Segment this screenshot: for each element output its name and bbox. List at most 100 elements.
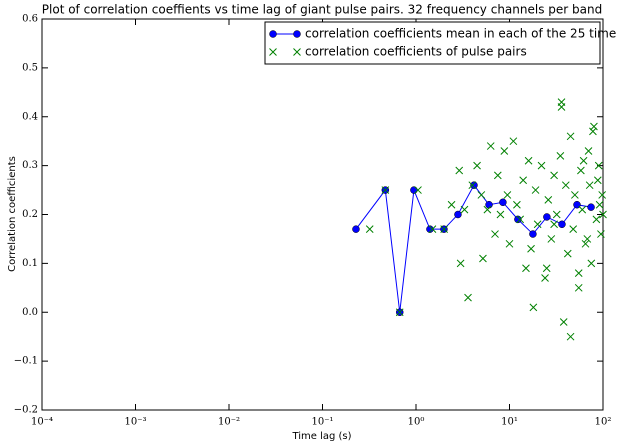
- x-tick-label: 10⁻²: [218, 417, 240, 428]
- legend-box: [264, 21, 601, 65]
- marker: [542, 264, 551, 273]
- marker: [556, 151, 565, 160]
- marker: [550, 220, 558, 229]
- marker: [491, 230, 499, 238]
- marker: [541, 274, 549, 282]
- marker: [598, 191, 607, 199]
- x-tick-label: 10¹: [501, 417, 518, 428]
- plot-frame: [41, 18, 604, 411]
- marker: [579, 156, 588, 165]
- marker: [496, 210, 505, 219]
- x-axis-label: Time lag (s): [291, 431, 351, 442]
- y-tick-label: 0.4: [22, 111, 38, 122]
- marker: [587, 259, 596, 268]
- marker: [426, 225, 434, 233]
- x-tick-label: 10⁻³: [124, 417, 146, 428]
- marker: [447, 200, 456, 209]
- marker: [558, 220, 566, 229]
- marker: [473, 161, 481, 170]
- y-tick-label: 0.6: [22, 14, 38, 25]
- marker: [479, 254, 487, 263]
- marker: [531, 186, 540, 194]
- marker: [597, 230, 605, 238]
- marker: [455, 166, 464, 175]
- marker: [527, 244, 535, 253]
- marker: [428, 225, 437, 234]
- marker: [589, 127, 597, 136]
- marker: [529, 303, 538, 312]
- y-tick-label: −0.1: [14, 356, 38, 367]
- x-tick-label: 10⁰: [408, 417, 425, 428]
- marker: [574, 269, 583, 278]
- marker: [566, 332, 575, 341]
- marker: [599, 210, 607, 219]
- marker: [499, 198, 507, 207]
- x-tick-label: 10⁻⁴: [31, 417, 53, 428]
- marker: [352, 225, 360, 233]
- x-tick-label: 10²: [595, 417, 612, 428]
- marker: [577, 166, 585, 175]
- marker: [493, 171, 502, 180]
- marker: [571, 191, 579, 199]
- chart-title: Plot of correlation coeffients vs time l…: [42, 3, 602, 17]
- marker: [561, 181, 570, 190]
- marker: [454, 210, 462, 219]
- marker: [593, 176, 602, 185]
- marker: [470, 181, 478, 189]
- marker: [516, 215, 525, 224]
- y-tick-label: 0.5: [22, 62, 38, 73]
- marker: [468, 181, 477, 190]
- marker: [587, 203, 595, 211]
- legend-marker: [293, 30, 301, 38]
- legend-marker: [269, 30, 277, 38]
- y-tick-label: −0.2: [14, 405, 38, 416]
- marker: [395, 308, 404, 317]
- marker: [594, 161, 603, 170]
- marker: [505, 239, 514, 248]
- marker: [563, 249, 572, 258]
- marker: [533, 220, 542, 229]
- marker: [509, 137, 518, 146]
- marker: [547, 235, 556, 243]
- legend-label: correlation coefficients mean in each of…: [305, 27, 618, 41]
- marker: [552, 210, 561, 219]
- legend-marker: [293, 48, 301, 56]
- marker: [410, 186, 418, 194]
- marker: [522, 264, 530, 273]
- marker: [550, 171, 558, 180]
- marker: [574, 283, 583, 292]
- marker: [585, 181, 594, 190]
- marker: [583, 235, 592, 243]
- marker: [485, 200, 493, 209]
- y-tick-label: 0.2: [22, 209, 38, 220]
- legend-marker: [269, 48, 277, 56]
- marker: [544, 195, 553, 204]
- marker: [584, 147, 593, 155]
- marker: [592, 215, 601, 224]
- marker: [477, 191, 486, 199]
- marker: [537, 161, 546, 170]
- marker: [483, 205, 492, 214]
- marker: [503, 191, 512, 199]
- x-tick-label: 10⁻¹: [311, 417, 333, 428]
- marker: [514, 215, 522, 224]
- marker: [559, 318, 568, 326]
- marker: [381, 186, 390, 194]
- marker: [529, 230, 537, 238]
- marker: [590, 122, 598, 131]
- marker: [440, 225, 448, 234]
- y-tick-label: 0.1: [22, 258, 38, 269]
- marker: [543, 213, 551, 221]
- marker: [569, 225, 578, 234]
- marker: [581, 239, 590, 248]
- marker: [513, 200, 521, 209]
- marker: [578, 205, 587, 214]
- marker: [595, 200, 604, 209]
- series-line: [355, 184, 592, 313]
- marker: [464, 293, 472, 302]
- y-tick-label: 0.3: [22, 160, 38, 171]
- y-tick-label: 0.0: [22, 307, 38, 318]
- y-axis-label: Correlation coefficients: [7, 156, 18, 272]
- marker: [519, 176, 528, 185]
